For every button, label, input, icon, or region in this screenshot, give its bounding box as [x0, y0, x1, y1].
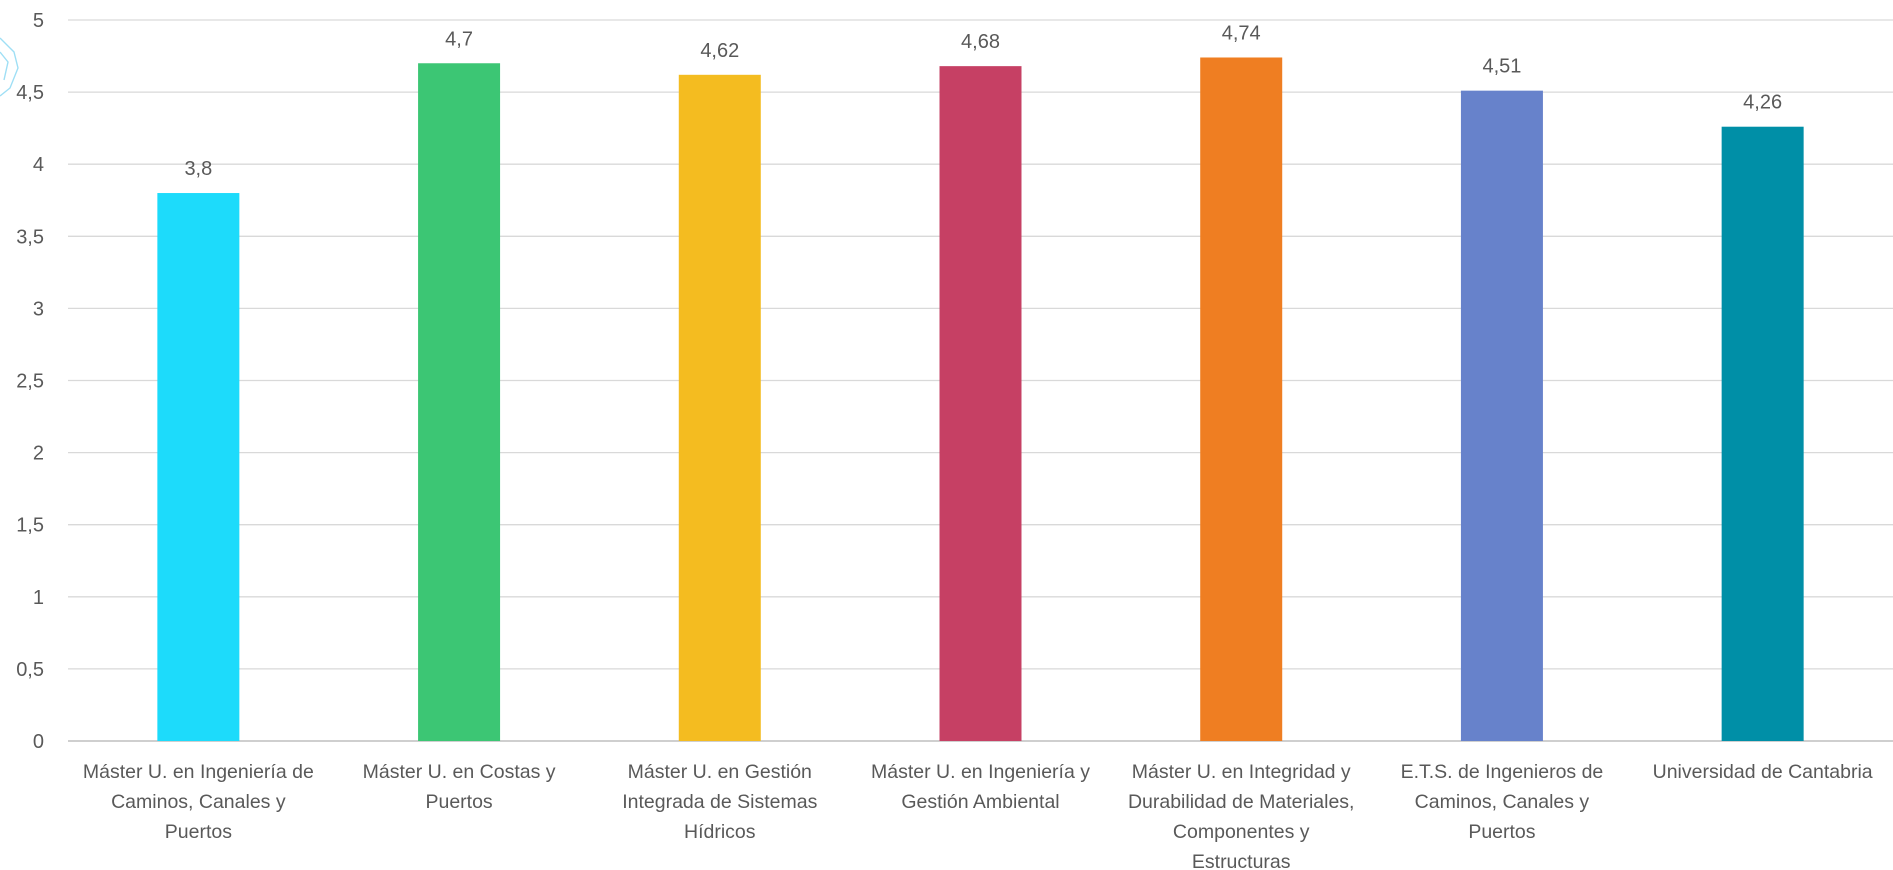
bar: [1200, 57, 1283, 741]
bars: [157, 57, 1804, 742]
category-label: Puertos: [165, 821, 232, 843]
bar: [678, 74, 761, 741]
y-tick-label: 3,5: [16, 226, 44, 248]
category-label: Máster U. en Costas y: [363, 761, 556, 783]
category-label: Puertos: [425, 791, 492, 813]
category-label: E.T.S. de Ingenieros de: [1401, 761, 1604, 783]
data-label: 4,51: [1482, 56, 1521, 78]
category-label: Máster U. en Ingeniería de: [83, 761, 314, 783]
y-tick-label: 2: [33, 443, 44, 465]
bar: [157, 193, 240, 742]
bar: [1721, 126, 1804, 741]
y-tick-label: 4,5: [16, 82, 44, 104]
category-label: Máster U. en Gestión: [628, 761, 812, 783]
data-label: 3,8: [184, 158, 212, 180]
bar: [418, 63, 501, 741]
category-label: Componentes y: [1173, 821, 1310, 843]
bar: [1460, 90, 1543, 741]
y-tick-label: 0,5: [16, 659, 44, 681]
category-label: Durabilidad de Materiales,: [1128, 791, 1355, 813]
category-label: Caminos, Canales y: [1415, 791, 1590, 813]
data-label: 4,68: [961, 31, 1000, 53]
y-tick-label: 3: [33, 298, 44, 320]
category-label: Caminos, Canales y: [111, 791, 286, 813]
y-axis-tick-labels: 0 0,5 1 1,5 2 2,5 3 3,5 4 4,5 5: [16, 10, 44, 753]
data-label: 4,62: [700, 40, 739, 62]
category-label: Máster U. en Ingeniería y: [871, 761, 1090, 783]
x-axis-category-labels: Máster U. en Ingeniería de Caminos, Canal…: [83, 761, 1873, 870]
category-label: Estructuras: [1192, 851, 1291, 870]
y-tick-label: 1: [33, 587, 44, 609]
y-tick-label: 5: [33, 10, 44, 32]
data-label: 4,26: [1743, 92, 1782, 114]
category-label: Hídricos: [684, 821, 756, 843]
y-tick-label: 4: [33, 154, 44, 176]
data-label: 4,74: [1222, 22, 1261, 44]
category-label: Máster U. en Integridad y: [1132, 761, 1351, 783]
category-label: Integrada de Sistemas: [622, 791, 817, 813]
data-label: 4,7: [445, 28, 473, 50]
data-labels: 3,8 4,7 4,62 4,68 4,74 4,51 4,26: [184, 22, 1782, 180]
y-tick-label: 0: [33, 731, 44, 753]
category-label: Universidad de Cantabria: [1653, 761, 1873, 783]
y-tick-label: 2,5: [16, 371, 44, 393]
y-tick-label: 1,5: [16, 515, 44, 537]
bar: [939, 66, 1022, 742]
category-label: Puertos: [1468, 821, 1535, 843]
watermark-logo: [0, 37, 19, 97]
category-label: Gestión Ambiental: [901, 791, 1059, 813]
